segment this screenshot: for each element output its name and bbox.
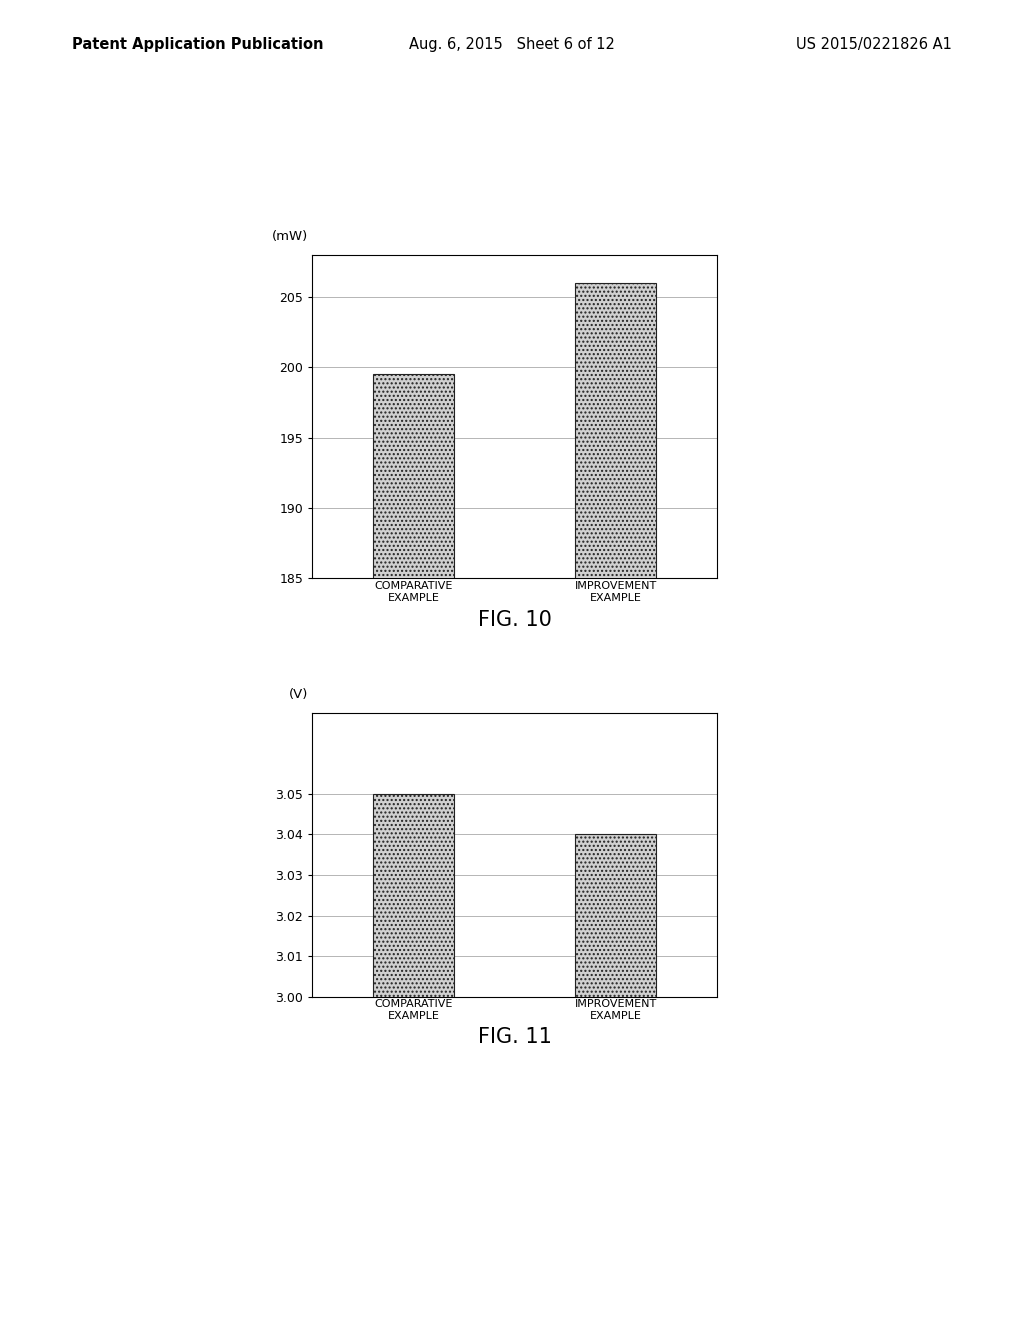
Bar	[575, 834, 656, 1320]
Text: FIG. 10: FIG. 10	[478, 610, 552, 630]
Text: Aug. 6, 2015   Sheet 6 of 12: Aug. 6, 2015 Sheet 6 of 12	[409, 37, 615, 53]
Bar	[373, 793, 454, 1320]
Text: (V): (V)	[289, 689, 308, 701]
Bar	[575, 282, 656, 1320]
Text: Patent Application Publication: Patent Application Publication	[72, 37, 324, 53]
Text: (mW): (mW)	[272, 231, 308, 243]
Text: US 2015/0221826 A1: US 2015/0221826 A1	[797, 37, 952, 53]
Text: FIG. 11: FIG. 11	[478, 1027, 552, 1047]
Bar	[373, 375, 454, 1320]
